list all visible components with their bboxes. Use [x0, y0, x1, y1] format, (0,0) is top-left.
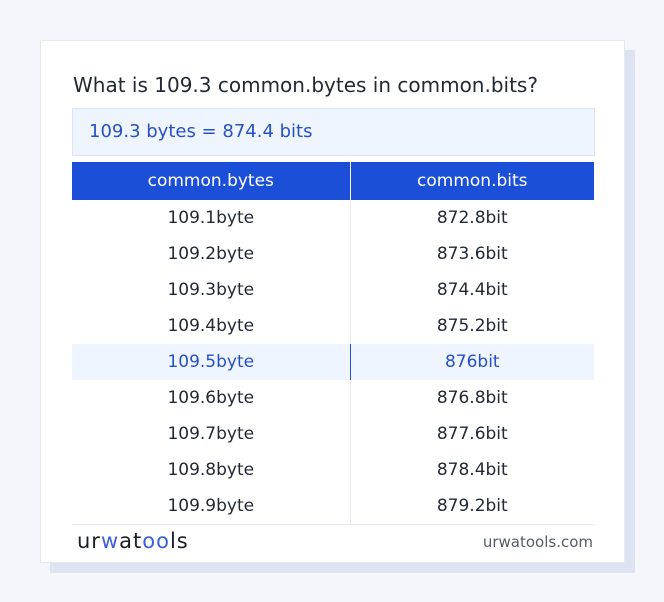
- table-row: 109.8byte 878.4bit: [72, 452, 594, 488]
- converter-card: What is 109.3 common.bytes in common.bit…: [40, 40, 625, 563]
- question-title: What is 109.3 common.bytes in common.bit…: [73, 73, 538, 97]
- header-bits: common.bits: [350, 162, 594, 200]
- result-box: 109.3 bytes = 874.4 bits: [72, 108, 595, 156]
- table-row: 109.7byte 877.6bit: [72, 416, 594, 452]
- table-row: 109.3byte 874.4bit: [72, 272, 594, 308]
- bytes-cell: 109.3byte: [72, 272, 351, 308]
- bytes-cell: 109.8byte: [72, 452, 351, 488]
- bytes-cell: 109.5byte: [72, 344, 351, 380]
- bits-cell: 877.6bit: [436, 424, 508, 444]
- bytes-cell: 109.4byte: [72, 308, 351, 344]
- bits-cell: 875.2bit: [436, 316, 508, 336]
- bits-cell: 876bit: [350, 344, 594, 380]
- bits-cell: 874.4bit: [436, 280, 508, 300]
- table-row: 109.1byte 872.8bit: [72, 200, 594, 236]
- table-row: 109.5byte 876bit: [72, 344, 594, 380]
- bits-cell: 879.2bit: [350, 488, 594, 525]
- bytes-cell: 109.9byte: [72, 488, 351, 525]
- bits-cell: 873.6bit: [436, 244, 508, 264]
- bits-cell: 876.8bit: [436, 388, 508, 408]
- bytes-cell: 109.7byte: [72, 416, 351, 452]
- conversion-table: common.bytes common.bits 109.1byte 872.8b…: [72, 162, 594, 525]
- table-row: 109.4byte 875.2bit: [72, 308, 594, 344]
- urwatools-logo[interactable]: urwatools: [77, 529, 189, 553]
- bits-cell: 878.4bit: [436, 460, 508, 480]
- table-row: 109.2byte 873.6bit: [72, 236, 594, 272]
- site-link[interactable]: urwatools.com: [482, 533, 593, 551]
- bytes-cell: 109.2byte: [72, 236, 351, 272]
- header-bytes: common.bytes: [72, 162, 351, 200]
- table-row: 109.9byte 879.2bit: [72, 488, 594, 525]
- bytes-cell: 109.1byte: [72, 200, 351, 236]
- table-row: 109.6byte 876.8bit: [72, 380, 594, 416]
- bytes-cell: 109.6byte: [72, 380, 351, 416]
- bits-cell: 872.8bit: [436, 208, 508, 228]
